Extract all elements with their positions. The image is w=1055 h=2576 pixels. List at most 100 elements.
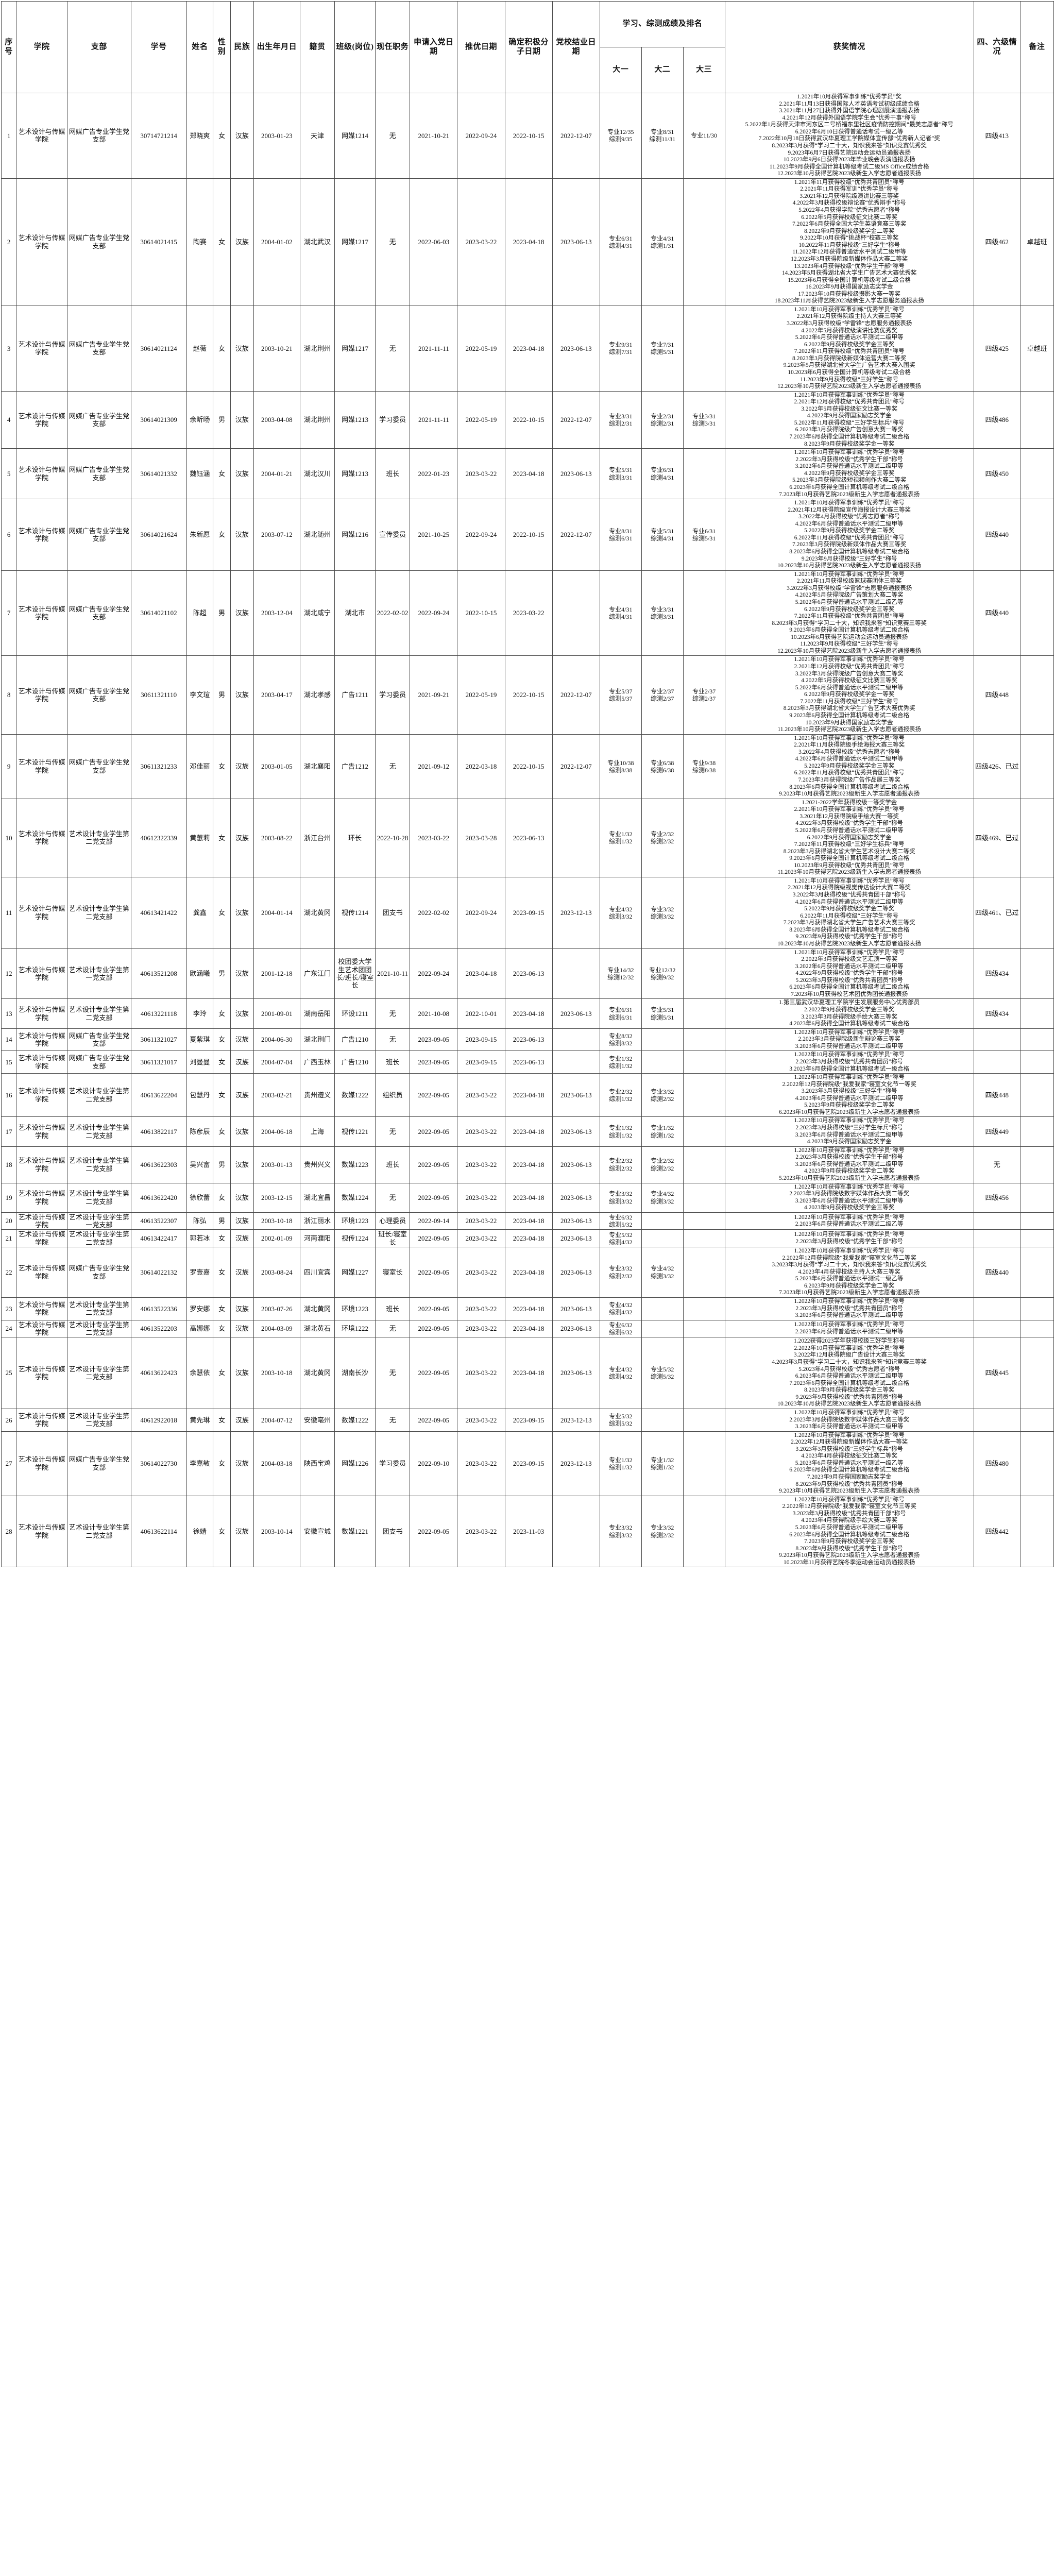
cell-activist-date: 2022-10-15 [504,655,553,735]
cell-gender: 女 [213,1408,231,1432]
cell-party-school-date: 2023-06-13 [552,305,600,392]
cell-party-school-date: 2022-12-07 [552,391,600,449]
cell-native-place: 湖北咸宁 [299,570,335,656]
cell-gender: 女 [213,93,231,179]
cell-activist-date: 2022-10-15 [504,499,553,571]
cell-party-school-date: 2023-06-13 [552,1146,600,1183]
cell-branch: 网媒广告专业学生党支部 [67,1247,131,1298]
cell-apply-date: 2022-09-05 [410,1319,458,1338]
cell-branch: 网媒广告专业学生党支部 [67,448,131,500]
cell-name: 高娜娜 [186,1319,214,1338]
cell-index: 27 [1,1431,17,1496]
cell-name: 郭若冰 [186,1229,214,1248]
cell-gender: 女 [213,1495,231,1568]
cell-apply-date: 2022-09-05 [410,1408,458,1432]
cell-birth-date: 2003-12-04 [253,570,300,656]
cell-cet: 四级434 [973,998,1020,1029]
cell-index: 10 [1,798,17,877]
header-class-post: 班级(岗位) [334,1,376,93]
cell-branch: 艺术设计专业学生第二党支部 [67,1146,131,1183]
cell-name: 余慧依 [186,1337,214,1409]
cell-notes [1019,876,1054,949]
cell-activist-date: 2023-09-15 [504,876,553,949]
cell-branch: 艺术设计专业学生第二党支部 [67,798,131,877]
cell-party-school-date [552,1028,600,1052]
cell-awards: 1.2022年10月获得军事训练“优秀学员”称号 2.2022年12月获得院级“… [724,1495,974,1568]
cell-native-place: 湖北宜昌 [299,1182,335,1213]
cell-ethnicity: 汉族 [230,1073,254,1117]
cell-apply-date: 2022-06-03 [410,178,458,306]
cell-ethnicity: 汉族 [230,178,254,306]
cell-native-place: 贵州遵义 [299,1073,335,1117]
cell-ethnicity: 汉族 [230,93,254,179]
cell-notes [1019,499,1054,571]
table-row: 7 艺术设计与传媒学院 网媒广告专业学生党支部 30614021102 陈超男汉族 200… [1,570,1054,656]
cell-notes [1019,1116,1054,1147]
cell-apply-date: 2021-11-11 [410,391,458,449]
cell-recommend-date: 2023-03-28 [457,798,505,877]
cell-party-school-date [552,948,600,999]
cell-class-post: 环境1223 [334,1212,376,1230]
cell-name: 李玲 [186,998,214,1029]
cell-gender: 女 [213,1073,231,1117]
cell-class-post: 视传1214 [334,876,376,949]
cell-awards: 1.2022年10月获得军事训练“优秀学员”称号 2.2023年6月获得普通话水… [724,1212,974,1230]
cell-gender: 女 [213,448,231,500]
cell-party-school-date: 2022-12-07 [552,93,600,179]
cell-index: 22 [1,1247,17,1298]
cell-notes [1019,1337,1054,1409]
cell-current-duty: 班长 [375,1146,411,1183]
cell-cet: 四级448 [973,1073,1020,1117]
cell-current-duty: 班长/寝室长 [375,1229,411,1248]
cell-native-place: 湖北武汉 [299,178,335,306]
cell-year1: 专业3/32 综测3/32 [599,1495,642,1568]
cell-activist-date: 2023-06-13 [504,798,553,877]
table-row: 10 艺术设计与传媒学院 艺术设计专业学生第二党支部 40612322339 黄蕙莉女汉… [1,798,1054,877]
cell-year1: 专业14/32 综测12/32 [599,948,642,999]
cell-name: 徐婧 [186,1495,214,1568]
cell-year1: 专业4/31 综测4/31 [599,570,642,656]
cell-branch: 艺术设计专业学生第一党支部 [67,1212,131,1230]
header-activist-date: 确定积极分子日期 [504,1,553,93]
cell-gender: 女 [213,1431,231,1496]
cell-year2: 专业6/31 综测4/31 [641,448,684,500]
cell-party-school-date: 2023-12-13 [552,1431,600,1496]
cell-birth-date: 2004-07-04 [253,1050,300,1074]
cell-apply-date: 2021-11-11 [410,305,458,392]
cell-apply-date: 2022-09-05 [410,1229,458,1248]
cell-birth-date: 2003-04-08 [253,391,300,449]
header-notes: 备注 [1019,1,1054,93]
cell-class-post: 网媒1217 [334,305,376,392]
cell-year1: 专业3/31 综测2/31 [599,391,642,449]
cell-gender: 女 [213,1116,231,1147]
cell-ethnicity: 汉族 [230,499,254,571]
cell-index: 20 [1,1212,17,1230]
cell-gender: 女 [213,1319,231,1338]
header-native-place: 籍贯 [299,1,335,93]
cell-year2 [641,1408,684,1432]
cell-student-id: 40612922018 [130,1408,187,1432]
cell-cet: 四级456 [973,1182,1020,1213]
cell-activist-date: 2023-04-18 [504,448,553,500]
cell-ethnicity: 汉族 [230,1319,254,1338]
cell-cet [973,1408,1020,1432]
cell-cet: 四级469、已过 [973,798,1020,877]
cell-native-place: 河南濮阳 [299,1229,335,1248]
cell-gender: 女 [213,998,231,1029]
cell-index: 5 [1,448,17,500]
cell-current-duty: 无 [375,734,411,799]
header-branch: 支部 [67,1,131,93]
cell-student-id: 40613622423 [130,1337,187,1409]
cell-activist-date: 2023-06-13 [504,948,553,999]
cell-awards: 1.2021年10月获得军事训练“优秀学员”称号 2.2021年12月获得院级主… [724,305,974,392]
cell-native-place: 湖北汉川 [299,448,335,500]
cell-year2: 专业2/31 综测2/31 [641,391,684,449]
cell-native-place: 陕西宝鸡 [299,1431,335,1496]
cell-college: 艺术设计与传媒学院 [16,1229,68,1248]
cell-ethnicity: 汉族 [230,391,254,449]
cell-year3 [683,1431,725,1496]
cell-year3 [683,1229,725,1248]
cell-current-duty: 寝室长 [375,1247,411,1298]
cell-native-place: 安徽宣城 [299,1495,335,1568]
cell-awards: 1.2022年10月获得军事训练“优秀学员”称号 2.2023年3月获得校级“优… [724,1297,974,1320]
